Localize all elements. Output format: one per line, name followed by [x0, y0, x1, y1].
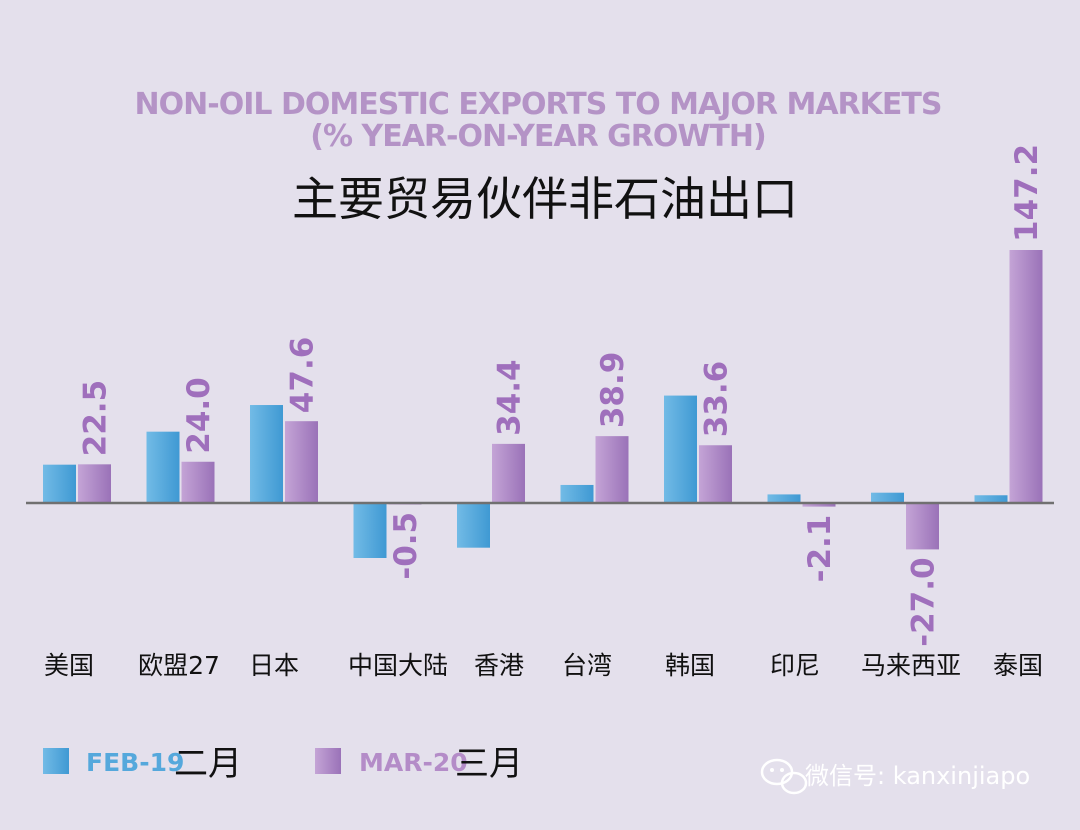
- bar-mar20-1: [181, 461, 215, 503]
- bar-feb19-2: [250, 405, 283, 503]
- bar-mar20-7: [802, 503, 836, 507]
- value-label-mar20-0: 22.5: [78, 380, 114, 457]
- value-label-mar20-6: 33.6: [699, 361, 735, 438]
- bar-mar20-9: [1009, 250, 1043, 503]
- value-labels-layer: 22.5 24.0 47.6 -0.5 34.4 38.9 33.6 -2.1 -27.0 147…: [78, 144, 1046, 647]
- bar-mar20-8: [906, 503, 939, 550]
- bar-feb19-0: [43, 464, 76, 503]
- value-label-mar20-9: 147.2: [1009, 144, 1045, 242]
- bar-mar20-4: [492, 443, 525, 503]
- value-label-mar20-2: 47.6: [285, 337, 321, 414]
- value-label-mar20-7: -2.1: [802, 515, 838, 583]
- value-label-mar20-4: 34.4: [492, 359, 528, 436]
- category-label-9: 泰国: [993, 651, 1043, 680]
- bars-layer: [43, 250, 1043, 558]
- legend-label-mar: MAR-20: [359, 748, 468, 777]
- bar-feb19-1: [146, 431, 180, 503]
- legend-label-feb: FEB-19: [86, 748, 184, 777]
- bar-feb19-9: [974, 495, 1008, 503]
- category-label-6: 韩国: [665, 651, 715, 680]
- legend-swatch-feb: [43, 748, 69, 774]
- bar-feb19-5: [560, 484, 594, 503]
- category-label-7: 印尼: [770, 651, 820, 680]
- category-label-5: 台湾: [562, 651, 612, 680]
- legend-label-mar-cn: 三月: [455, 744, 523, 784]
- category-label-0: 美国: [44, 651, 94, 680]
- category-labels-layer: 美国 欧盟27 日本 中国大陆 香港 台湾 韩国 印尼 马来西亚 泰国: [44, 651, 1043, 680]
- category-label-1: 欧盟27: [138, 651, 220, 680]
- bar-feb19-3: [353, 503, 387, 558]
- legend: FEB-19 二月 MAR-20 三月: [43, 744, 523, 784]
- bar-mar20-5: [595, 436, 629, 503]
- value-label-mar20-1: 24.0: [181, 377, 217, 454]
- bar-mar20-2: [285, 421, 318, 503]
- bar-feb19-8: [871, 492, 904, 503]
- bar-feb19-4: [457, 503, 490, 548]
- bar-mar20-0: [78, 464, 111, 503]
- category-label-8: 马来西亚: [861, 651, 961, 680]
- watermark: 微信号: kanxinjiapo: [760, 758, 1030, 795]
- value-label-mar20-8: -27.0: [906, 557, 942, 646]
- wechat-icon: [760, 758, 808, 795]
- value-label-mar20-5: 38.9: [595, 352, 631, 429]
- legend-swatch-mar: [315, 748, 341, 774]
- legend-label-feb-cn: 二月: [174, 744, 242, 784]
- chart-title-cn: 主要贸易伙伴非石油出口: [292, 172, 798, 226]
- bar-feb19-7: [767, 494, 801, 503]
- bar-feb19-6: [664, 395, 697, 503]
- category-label-4: 香港: [474, 651, 524, 680]
- bar-mar20-6: [699, 445, 732, 503]
- chart-subtitle: (% YEAR-ON-YEAR GROWTH): [310, 119, 765, 154]
- category-label-2: 日本: [249, 651, 299, 680]
- value-label-mar20-3: -0.5: [388, 512, 424, 580]
- chart-title: NON-OIL DOMESTIC EXPORTS TO MAJOR MARKET…: [135, 87, 942, 122]
- watermark-text: 微信号: kanxinjiapo: [805, 762, 1030, 790]
- category-label-3: 中国大陆: [348, 651, 448, 680]
